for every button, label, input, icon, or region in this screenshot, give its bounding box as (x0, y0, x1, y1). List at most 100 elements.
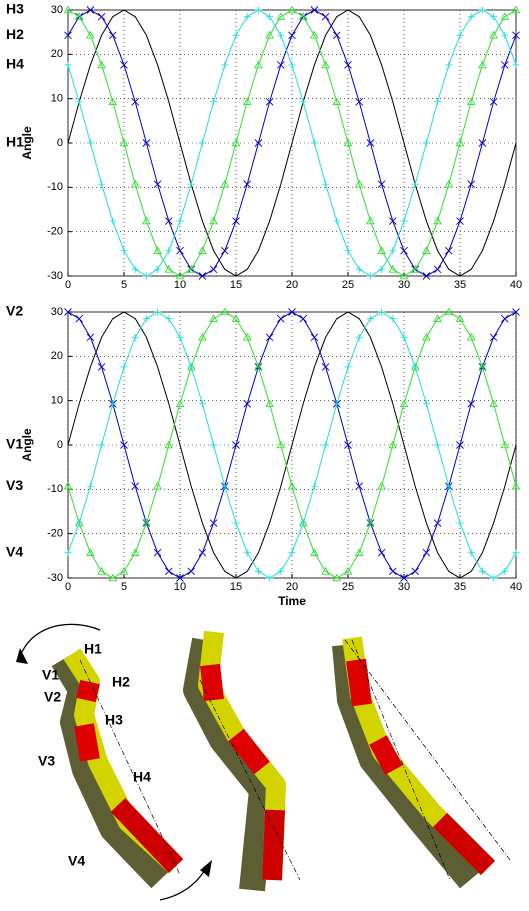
data-point (176, 217, 184, 225)
y-tick-label: -30 (47, 270, 63, 282)
data-point (287, 5, 297, 14)
data-point (254, 362, 263, 371)
data-point (164, 264, 174, 273)
render-label: H2 (112, 674, 130, 690)
data-point (243, 180, 252, 189)
data-point (221, 61, 229, 69)
data-point (198, 246, 207, 254)
data-point (478, 60, 487, 69)
x-tick-label: 15 (230, 581, 242, 593)
series-line (67, 9, 517, 277)
data-point (422, 246, 431, 254)
x-axis-label: Time (278, 594, 306, 608)
axis-line (79, 659, 181, 876)
data-point (489, 97, 498, 106)
data-point (478, 567, 486, 575)
data-point (75, 519, 83, 527)
data-point (389, 247, 397, 255)
y-tick-label: 0 (57, 439, 63, 451)
data-point (489, 30, 498, 39)
data-point (220, 307, 230, 316)
data-point (176, 246, 184, 255)
data-point (378, 265, 386, 273)
data-point (98, 441, 106, 449)
data-point (377, 481, 386, 490)
y-tick-label: 10 (51, 93, 63, 105)
data-point (254, 60, 263, 69)
data-point (422, 548, 431, 557)
data-point (388, 567, 397, 576)
data-point (366, 139, 375, 147)
data-point (64, 549, 72, 557)
data-point (355, 265, 363, 273)
data-point (377, 246, 386, 254)
data-point (86, 139, 94, 147)
data-point (198, 139, 206, 147)
data-point (388, 440, 398, 449)
data-point (232, 441, 240, 449)
data-point (164, 567, 173, 576)
data-point (434, 441, 442, 449)
x-tick-label: 10 (174, 581, 186, 593)
data-point (130, 548, 140, 556)
series-label: H2 (6, 26, 24, 42)
data-point (445, 61, 453, 69)
y-tick-label: -20 (47, 226, 63, 238)
data-point (354, 179, 364, 188)
render-label: H1 (84, 641, 102, 657)
series-label: V3 (6, 477, 23, 493)
data-point (455, 314, 465, 322)
data-point (153, 180, 162, 189)
data-point (489, 399, 498, 408)
y-tick-label: 30 (51, 306, 63, 318)
x-tick-label: 5 (121, 581, 127, 593)
data-point (467, 13, 475, 21)
data-point (266, 13, 274, 21)
data-point (467, 549, 475, 557)
data-point (242, 97, 252, 106)
render-label: V1 (42, 667, 59, 683)
render (16, 623, 511, 901)
data-point (176, 574, 184, 582)
data-point (254, 567, 262, 575)
data-point (366, 518, 375, 527)
series-label: H4 (6, 56, 24, 72)
data-point (411, 363, 419, 371)
data-point (456, 519, 464, 527)
y-axis-label: Angle (20, 126, 34, 160)
x-tick-label: 35 (454, 581, 466, 593)
data-point (186, 264, 196, 273)
data-point (445, 482, 453, 490)
data-point (108, 573, 118, 582)
data-point (478, 6, 486, 14)
data-point (276, 314, 285, 323)
data-point (175, 399, 185, 408)
data-point (377, 180, 386, 189)
data-point (220, 179, 230, 188)
data-point (232, 31, 240, 39)
data-point (489, 333, 498, 342)
series-label: H3 (6, 1, 24, 17)
render-label: V3 (38, 753, 55, 769)
data-point (120, 363, 128, 371)
data-point (310, 548, 319, 556)
data-point (142, 216, 151, 225)
rod-segment (346, 658, 372, 707)
data-point (400, 217, 408, 225)
y-tick-label: -10 (47, 483, 63, 495)
data-point (265, 399, 274, 408)
data-point (120, 61, 128, 69)
data-point (456, 31, 464, 39)
data-point (198, 332, 207, 341)
data-point (287, 481, 297, 490)
data-point (209, 519, 218, 527)
data-point (422, 139, 430, 147)
data-point (433, 265, 442, 274)
data-point (131, 265, 139, 273)
data-point (75, 98, 83, 106)
data-point (512, 549, 520, 557)
data-point (64, 31, 72, 40)
data-point (97, 12, 106, 21)
data-point (344, 441, 352, 449)
data-point (254, 6, 262, 14)
